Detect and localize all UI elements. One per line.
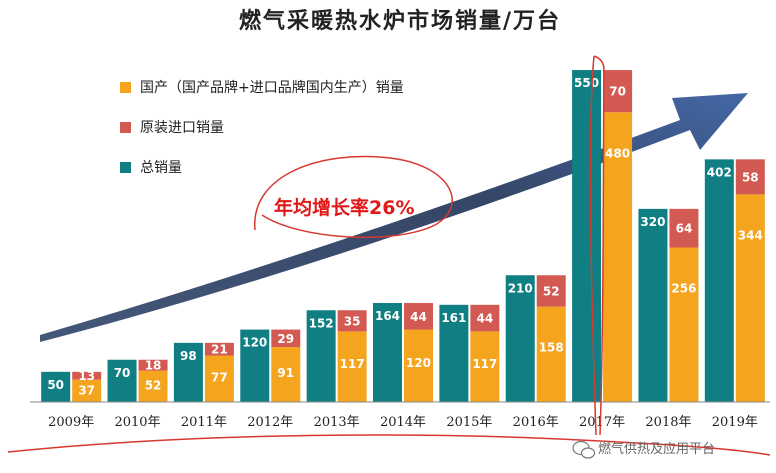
bar-domestic-2012年 bbox=[271, 347, 301, 402]
bar-import-2013年 bbox=[337, 310, 367, 332]
legend-label-0: 总销量 bbox=[140, 160, 182, 176]
legend-label-2: 原装进口销量 bbox=[140, 120, 224, 136]
bar-domestic-2010年 bbox=[138, 370, 168, 402]
bar-domestic-2009年 bbox=[72, 379, 102, 402]
bar-total-2019年 bbox=[704, 159, 734, 402]
label-domestic-2009年: 37 bbox=[78, 384, 95, 398]
label-import-2018年: 64 bbox=[676, 222, 693, 236]
bar-domestic-2019年 bbox=[735, 194, 765, 402]
bar-import-2014年 bbox=[404, 303, 433, 330]
label-total-2010年: 70 bbox=[114, 366, 131, 380]
label-import-2016年: 52 bbox=[543, 284, 560, 298]
label-domestic-2011年: 77 bbox=[211, 370, 228, 384]
x-axis-ticks: 2009年 2010年 2011年 2012年 2013年 2014年 2015年 2016年… bbox=[48, 415, 758, 430]
legend-swatch-1 bbox=[120, 82, 131, 93]
label-total-2011年: 98 bbox=[180, 349, 197, 363]
label-import-2009年: 13 bbox=[78, 369, 95, 383]
label-import-2010年: 18 bbox=[145, 359, 162, 373]
bar-total-2010年 bbox=[107, 359, 137, 402]
x-tick-2018年: 2018年 bbox=[645, 415, 691, 430]
x-tick-2019年: 2019年 bbox=[712, 415, 758, 430]
label-domestic-2010年: 52 bbox=[145, 379, 162, 393]
bar-total-2016年 bbox=[505, 275, 535, 402]
label-import-2013年: 35 bbox=[344, 314, 361, 328]
label-domestic-2016年: 158 bbox=[539, 341, 564, 355]
bar-total-2011年 bbox=[173, 342, 203, 402]
bar-total-2013年 bbox=[306, 310, 336, 402]
label-total-2016年: 210 bbox=[508, 281, 533, 295]
bar-import-2016年 bbox=[536, 275, 566, 307]
hand-drawn-underline bbox=[7, 434, 771, 456]
bar-import-2011年 bbox=[204, 342, 234, 356]
bar-total-2012年 bbox=[240, 329, 270, 402]
label-domestic-2013年: 117 bbox=[340, 357, 365, 371]
label-total-2012年: 120 bbox=[242, 336, 267, 350]
bar-import-2018年 bbox=[669, 208, 699, 248]
label-total-2014年: 164 bbox=[375, 309, 400, 323]
bar-total-2017年 bbox=[572, 70, 602, 403]
label-import-2017年: 70 bbox=[609, 85, 626, 99]
label-domestic-2012年: 91 bbox=[277, 366, 294, 380]
x-tick-2010年: 2010年 bbox=[114, 415, 160, 430]
trend-arrow bbox=[40, 93, 748, 342]
x-tick-2017年: 2017年 bbox=[579, 415, 625, 430]
watermark: 燃气供热及应用平台 bbox=[572, 440, 715, 459]
label-total-2018年: 320 bbox=[640, 215, 665, 229]
x-tick-2011年: 2011年 bbox=[181, 415, 227, 430]
label-domestic-2017年: 480 bbox=[605, 146, 630, 160]
bar-import-2012年 bbox=[271, 329, 301, 348]
legend-label-1: 国产（国产品牌+进口品牌国内生产）销量 bbox=[140, 79, 404, 96]
bar-total-2015年 bbox=[439, 304, 469, 402]
hand-drawn-circle bbox=[254, 155, 453, 239]
growth-rate-annotation: 年均增长率26% bbox=[274, 196, 414, 219]
label-import-2015年: 44 bbox=[477, 312, 494, 326]
label-domestic-2015年: 117 bbox=[472, 357, 497, 371]
label-import-2019年: 58 bbox=[742, 170, 759, 184]
label-import-2011年: 21 bbox=[211, 343, 228, 357]
hand-drawn-bracket bbox=[589, 55, 605, 436]
wechat-icon bbox=[572, 440, 596, 459]
bar-domestic-2018年 bbox=[669, 247, 699, 402]
legend-swatch-2 bbox=[120, 122, 131, 133]
label-import-2014年: 44 bbox=[410, 310, 427, 324]
bar-import-2009年 bbox=[72, 371, 102, 380]
label-total-2019年: 402 bbox=[707, 165, 732, 179]
watermark-text: 燃气供热及应用平台 bbox=[598, 441, 715, 457]
bar-total-2018年 bbox=[638, 208, 668, 402]
x-tick-2013年: 2013年 bbox=[314, 415, 360, 430]
label-domestic-2018年: 256 bbox=[671, 281, 696, 295]
bar-import-2017年 bbox=[603, 70, 633, 113]
bar-import-2015年 bbox=[470, 304, 500, 332]
bar-import-2010年 bbox=[138, 359, 168, 371]
label-domestic-2014年: 120 bbox=[406, 356, 431, 370]
bar-total-2014年 bbox=[373, 303, 402, 402]
label-import-2012年: 29 bbox=[277, 332, 294, 346]
label-domestic-2019年: 344 bbox=[738, 228, 763, 242]
bar-domestic-2011年 bbox=[204, 355, 234, 402]
x-tick-2016年: 2016年 bbox=[513, 415, 559, 430]
x-tick-2012年: 2012年 bbox=[247, 415, 293, 430]
bar-domestic-2013年 bbox=[337, 331, 367, 402]
x-tick-2015年: 2015年 bbox=[446, 415, 492, 430]
chart-title: 燃气采暖热水炉市场销量/万台 bbox=[239, 8, 561, 34]
bar-domestic-2016年 bbox=[536, 306, 566, 402]
x-tick-2014年: 2014年 bbox=[380, 415, 426, 430]
x-tick-2009年: 2009年 bbox=[48, 415, 94, 430]
bar-domestic-2015年 bbox=[470, 331, 500, 402]
label-total-2013年: 152 bbox=[309, 316, 334, 330]
bar-domestic-2014年 bbox=[404, 329, 433, 402]
label-total-2009年: 50 bbox=[47, 378, 64, 392]
label-total-2017年: 550 bbox=[574, 76, 599, 90]
bar-import-2019年 bbox=[735, 159, 765, 195]
bar-total-2009年 bbox=[41, 371, 71, 402]
label-total-2015年: 161 bbox=[441, 311, 466, 325]
bar-domestic-2017年 bbox=[603, 112, 633, 403]
legend-swatch-0 bbox=[120, 162, 131, 173]
